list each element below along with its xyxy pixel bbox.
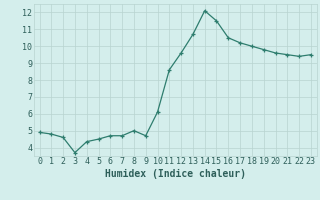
X-axis label: Humidex (Indice chaleur): Humidex (Indice chaleur) xyxy=(105,169,246,179)
